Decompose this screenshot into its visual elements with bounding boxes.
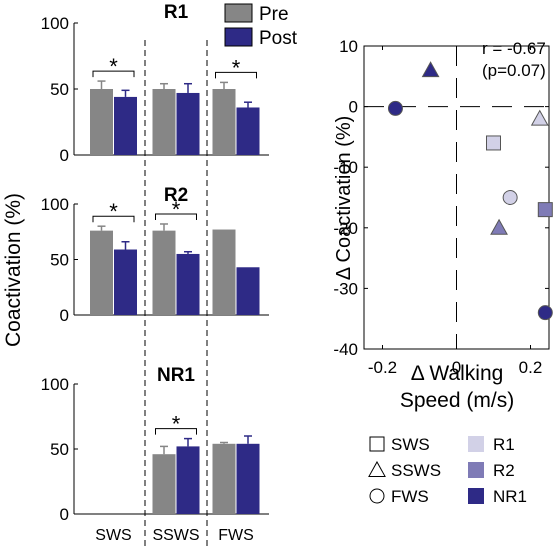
- y-tick-label: 0: [60, 306, 69, 325]
- legend-swatch-pre: [224, 3, 253, 23]
- scatter-point-ssws-r2: [490, 218, 508, 235]
- y-tick-label: -40: [333, 340, 358, 359]
- significance-star: *: [232, 55, 241, 80]
- panel-title: R1: [164, 2, 189, 23]
- x-axis-label-line1: Δ Walking: [411, 362, 504, 385]
- significance-star: *: [109, 199, 118, 224]
- bar-panel-nr1: 0 50 100 NR1 *: [41, 365, 269, 524]
- bar-pre-fws: [212, 443, 236, 514]
- y-tick-label: 0: [349, 98, 358, 117]
- scatter-point-fws-nr1: [387, 100, 403, 116]
- bar-pre-fws: [212, 229, 236, 315]
- y-tick-label: 50: [50, 80, 69, 99]
- legend-swatch-r2: [468, 462, 484, 478]
- scatter-point-fws-nr1: [537, 305, 553, 321]
- legend-label: Pre: [259, 4, 289, 25]
- legend-label: R2: [493, 461, 515, 480]
- scatter-point-sws-r1: [486, 135, 501, 151]
- y-tick-label: 50: [50, 440, 69, 459]
- legend-label: Post: [259, 28, 298, 49]
- panel-title: NR1: [157, 365, 195, 386]
- significance-bracket: [92, 70, 135, 78]
- legend-square-icon: [369, 436, 385, 452]
- significance-bracket: [155, 428, 197, 435]
- y-tick-label: 50: [50, 251, 69, 270]
- x-tick-label: FWS: [218, 527, 254, 544]
- shape-legend: SWS SSWS FWS: [368, 435, 441, 506]
- bar-pre-sws: [90, 230, 113, 315]
- bar-pre-ssws: [152, 89, 176, 155]
- bar-panel-r1: 0 50 100 R1 * *: [41, 2, 269, 165]
- scatter-point-ssws-r1: [530, 109, 549, 126]
- y-axis-label: Δ Coactivation (%): [333, 116, 355, 281]
- significance-bracket: [155, 213, 197, 220]
- bar-post-ssws: [176, 446, 200, 514]
- legend-label: SSWS: [391, 461, 441, 480]
- y-tick-label: 100: [41, 195, 69, 214]
- muscle-legend: R1 R2 NR1: [468, 435, 527, 506]
- significance-star: *: [172, 412, 181, 437]
- significance-star: *: [172, 197, 181, 222]
- scatter-point-ssws-nr1: [421, 61, 440, 78]
- legend-circle-icon: [369, 488, 385, 504]
- y-tick-label: 0: [60, 146, 69, 165]
- bar-pre-ssws: [152, 230, 176, 315]
- legend-swatch-nr1: [468, 488, 484, 504]
- bar-pre-fws: [212, 89, 236, 155]
- y-tick-label: -30: [333, 279, 358, 298]
- x-tick-label: 0: [452, 358, 461, 377]
- y-axis-label: Coactivation (%): [2, 193, 25, 347]
- legend-label: R1: [493, 435, 515, 454]
- scatter-panel: -40 -30 -20 -10 0 10 -0.2 0 0.2 Δ Coactivation (%…: [333, 37, 553, 412]
- bar-post-fws: [236, 443, 260, 514]
- legend-label: SWS: [391, 435, 430, 454]
- y-tick-label: 100: [41, 14, 69, 33]
- y-tick-label: 0: [60, 505, 69, 524]
- legend-swatch-post: [224, 27, 253, 47]
- scatter-point-fws-r1: [502, 190, 518, 205]
- correlation-annotation: r = -0.67: [482, 39, 546, 58]
- y-tick-label: -20: [333, 219, 358, 238]
- bar-post-fws: [236, 107, 260, 155]
- correlation-annotation: (p=0.07): [482, 61, 546, 80]
- bar-post-ssws: [176, 92, 200, 155]
- significance-star: *: [109, 54, 118, 79]
- y-tick-label: 10: [339, 37, 358, 56]
- legend-label: FWS: [391, 487, 429, 506]
- bar-post-sws: [114, 96, 137, 155]
- x-tick-label: SSWS: [152, 527, 199, 544]
- legend-label: NR1: [493, 487, 527, 506]
- legend-swatch-r1: [468, 436, 484, 452]
- bar-legend: Pre Post: [224, 3, 298, 49]
- bar-post-fws: [236, 267, 260, 315]
- x-tick-label: -0.2: [368, 358, 397, 377]
- significance-bracket: [92, 215, 135, 223]
- x-tick-label: 0.2: [519, 358, 543, 377]
- bar-post-ssws: [176, 253, 200, 315]
- scatter-point-sws-r2: [537, 202, 553, 218]
- panel-title: R2: [164, 185, 188, 206]
- y-tick-label: -10: [333, 158, 358, 177]
- y-tick-label: 100: [41, 375, 69, 394]
- legend-triangle-icon: [368, 460, 386, 477]
- x-axis-label-line2: Speed (m/s): [400, 389, 514, 412]
- bar-pre-sws: [90, 89, 113, 155]
- bar-post-sws: [114, 249, 137, 315]
- significance-bracket: [215, 71, 257, 79]
- bar-pre-ssws: [152, 454, 176, 514]
- x-tick-label: SWS: [95, 527, 131, 544]
